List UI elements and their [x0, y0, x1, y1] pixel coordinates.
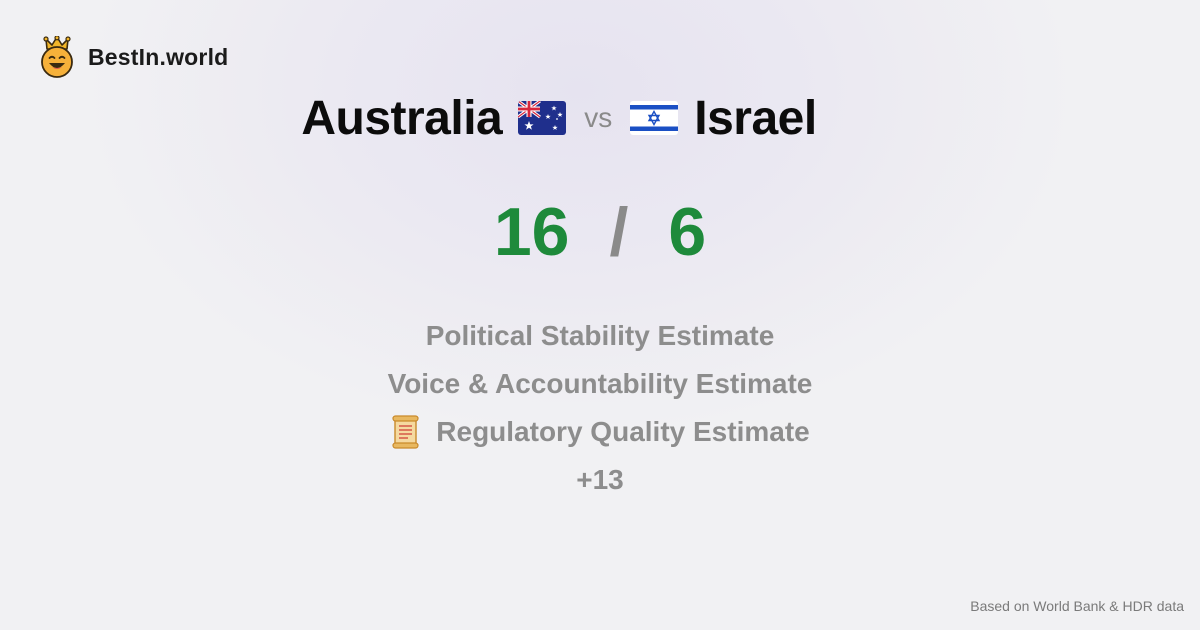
right-score: 6	[668, 194, 707, 270]
metric-label: Political Stability Estimate	[425, 320, 775, 351]
right-country-name[interactable]: Israel	[694, 91, 817, 145]
metric-list: Political Stability Estimate Voice & Acc…	[0, 312, 1200, 504]
scroll-icon	[392, 415, 419, 449]
metric-item[interactable]: Voice & Accountability Estimate	[388, 360, 813, 408]
left-country-name[interactable]: Australia	[301, 91, 503, 145]
crowned-smiley-icon	[41, 36, 73, 78]
australia-flag-icon	[518, 101, 567, 135]
data-source-note: Based on World Bank & HDR data	[970, 598, 1184, 614]
brand-name: BestIn.world	[88, 43, 229, 70]
brand-logo-link[interactable]: BestIn.world	[38, 36, 228, 78]
score-separator: /	[609, 194, 629, 270]
comparison-title: Australia vs Israel	[0, 88, 1118, 148]
israel-flag-icon	[630, 101, 679, 135]
more-metrics-count[interactable]: +13	[576, 464, 624, 495]
left-score: 16	[493, 194, 570, 270]
metric-item[interactable]: Political Stability Estimate	[426, 312, 775, 360]
score-summary: 16 / 6	[0, 192, 1200, 272]
metric-label: Voice & Accountability Estimate	[387, 368, 813, 399]
metric-item[interactable]: Regulatory Quality Estimate	[390, 408, 810, 456]
metric-label: Regulatory Quality Estimate	[436, 416, 810, 447]
vs-label: vs	[584, 102, 613, 133]
